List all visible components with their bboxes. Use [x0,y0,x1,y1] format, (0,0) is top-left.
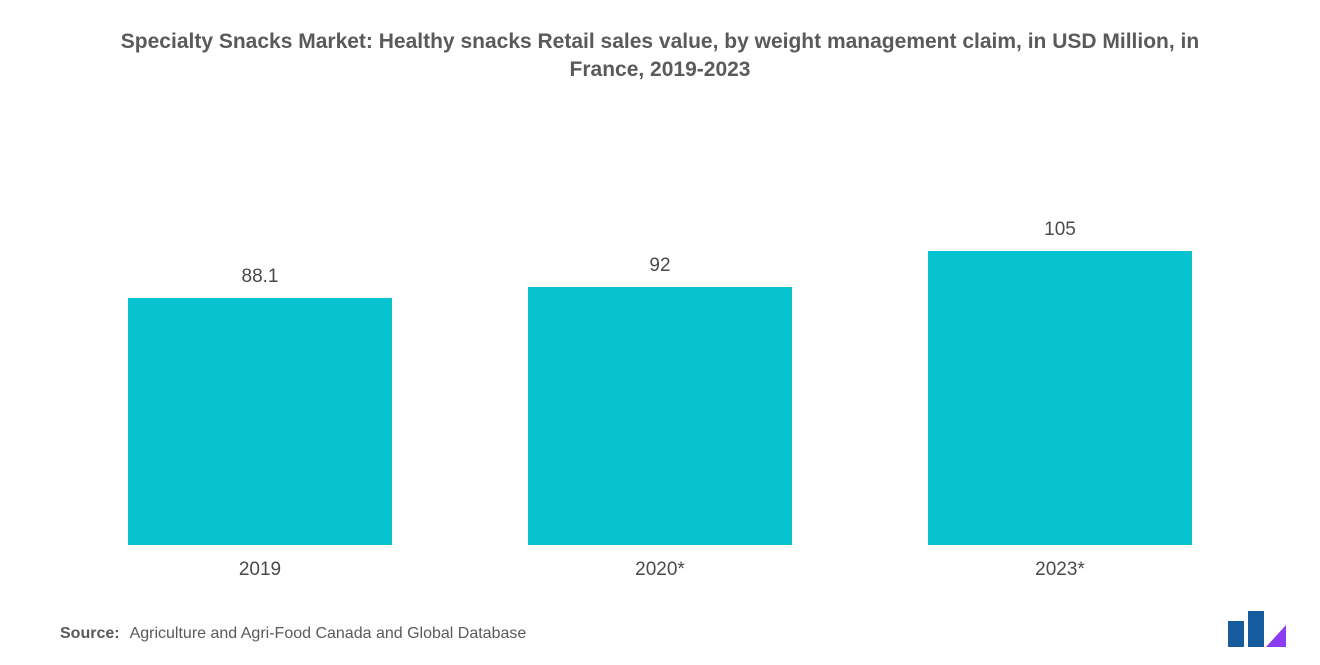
bar-rect [928,251,1192,545]
bars-group: 88.1 92 105 [60,125,1260,545]
bar-rect [528,287,792,545]
x-axis-label: 2023* [860,559,1260,581]
x-axis-label: 2020* [460,559,860,581]
bar-slot: 88.1 [60,125,460,545]
x-axis-labels: 20192020*2023* [60,559,1260,581]
x-axis-label: 2019 [60,559,460,581]
logo-bar-1 [1228,621,1244,647]
logo-accent [1266,625,1286,647]
source-text: Agriculture and Agri-Food Canada and Glo… [130,625,527,643]
bar-slot: 105 [860,125,1260,545]
plot-area: 88.1 92 105 [60,125,1260,545]
bar-rect [128,298,392,545]
bar-value-label: 105 [1044,219,1076,241]
bar-slot: 92 [460,125,860,545]
logo-bar-2 [1248,611,1264,647]
brand-logo-icon [1228,611,1286,647]
bar-value-label: 92 [649,255,670,277]
bar-value-label: 88.1 [242,266,279,288]
source-line: Source: Agriculture and Agri-Food Canada… [60,625,526,643]
source-label: Source: [60,625,120,643]
chart-title: Specialty Snacks Market: Healthy snacks … [110,28,1210,85]
chart-container: Specialty Snacks Market: Healthy snacks … [0,0,1320,665]
